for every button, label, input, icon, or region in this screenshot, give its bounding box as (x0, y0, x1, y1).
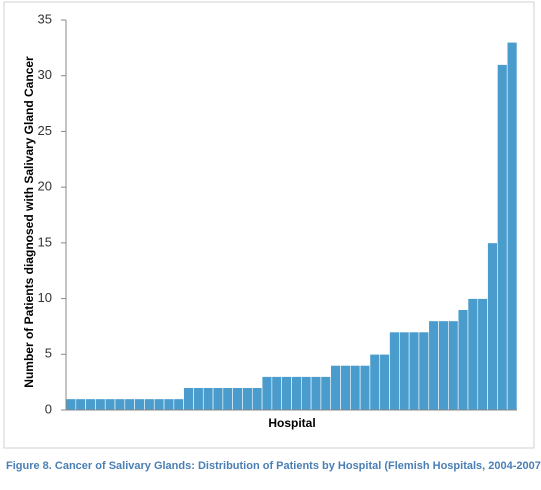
bar (65, 398, 77, 411)
bar (389, 331, 400, 411)
bar (438, 320, 449, 411)
bar (222, 387, 233, 411)
bar (330, 365, 341, 411)
bar (173, 398, 184, 411)
y-tick-label: 0 (45, 401, 52, 416)
bar (95, 398, 106, 411)
bar (418, 331, 430, 411)
bar (202, 387, 214, 411)
bar (467, 298, 479, 411)
bar (193, 387, 204, 411)
bar (350, 365, 361, 411)
bar (340, 365, 351, 411)
bar (379, 353, 390, 411)
bar (212, 387, 224, 411)
bar (448, 320, 459, 411)
y-tick-label: 5 (45, 346, 52, 361)
bar (232, 387, 243, 411)
y-tick-label: 10 (38, 290, 52, 305)
bar (457, 309, 469, 411)
bar (428, 320, 439, 411)
bar (487, 242, 498, 411)
bar (291, 376, 302, 411)
chart-frame (3, 1, 535, 449)
bar (104, 398, 116, 411)
bar (399, 331, 410, 411)
y-tick-label: 25 (38, 123, 52, 138)
bar (408, 331, 420, 411)
bar (251, 387, 263, 411)
bar (477, 298, 488, 411)
bar (153, 398, 165, 411)
y-tick-label: 20 (38, 179, 52, 194)
y-axis-title: Number of Patients diagnosed with Saliva… (22, 56, 36, 388)
bar (85, 398, 96, 411)
bar (75, 398, 86, 411)
y-tick-label: 15 (38, 234, 52, 249)
bar (261, 376, 273, 411)
bar (506, 41, 518, 411)
caption: Figure 8. Cancer of Salivary Glands: Dis… (6, 460, 541, 472)
bar (369, 353, 381, 411)
bar (271, 376, 282, 411)
y-tick-label: 35 (38, 11, 52, 26)
bar (163, 398, 175, 411)
bar (124, 398, 135, 411)
y-tick-label: 30 (38, 67, 52, 82)
bar (359, 365, 371, 411)
bar (301, 376, 312, 411)
bar (114, 398, 126, 411)
bar (497, 64, 508, 411)
bar (281, 376, 292, 411)
bar (242, 387, 253, 411)
bar (144, 398, 155, 411)
bar (320, 376, 332, 411)
bar (134, 398, 145, 411)
bar (183, 387, 194, 411)
x-axis-title: Hospital (268, 416, 315, 430)
bar (310, 376, 322, 411)
